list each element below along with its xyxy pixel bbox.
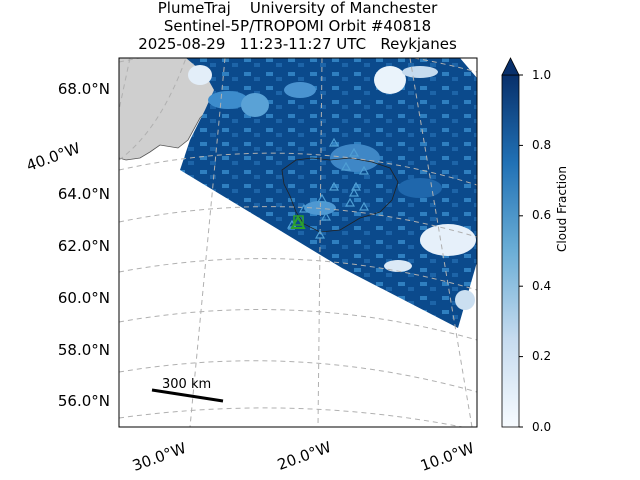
colorbar-label: Cloud Fraction (555, 166, 569, 252)
title-line-1: PlumeTraj University of Manchester (157, 0, 438, 17)
graticule (119, 58, 477, 427)
title-line-3: 2025-08-29 11:23-11:27 UTC Reykjanes (138, 35, 457, 53)
title-line-2: Sentinel-5P/TROPOMI Orbit #40818 (163, 17, 432, 35)
lat-label-64n: 64.0°N (57, 185, 110, 203)
colorbar-tick-1: 0.2 (532, 349, 552, 363)
lat-label-58n: 58.0°N (57, 341, 110, 359)
lat-label-56n: 56.0°N (57, 392, 110, 410)
lat-label-68n: 68.0°N (57, 80, 110, 98)
colorbar-ticks (519, 74, 523, 428)
colorbar-tick-3: 0.6 (532, 208, 552, 222)
lat-label-60n: 60.0°N (57, 289, 110, 307)
colorbar-tick-4: 0.8 (532, 138, 552, 152)
colorbar-tick-5: 1.0 (532, 68, 552, 82)
iceland-coastline (281, 157, 399, 233)
scale-bar (151, 388, 224, 403)
colorbar-tick-2: 0.4 (532, 279, 552, 293)
colorbar-tick-0: 0.0 (532, 420, 552, 434)
vent-marker (290, 214, 306, 229)
colorbar-extend-arrow (501, 57, 520, 76)
map-frame (118, 57, 478, 428)
lat-label-62n: 62.0°N (57, 237, 110, 255)
colorbar (501, 74, 520, 428)
scale-bar-label: 300 km (162, 377, 212, 392)
